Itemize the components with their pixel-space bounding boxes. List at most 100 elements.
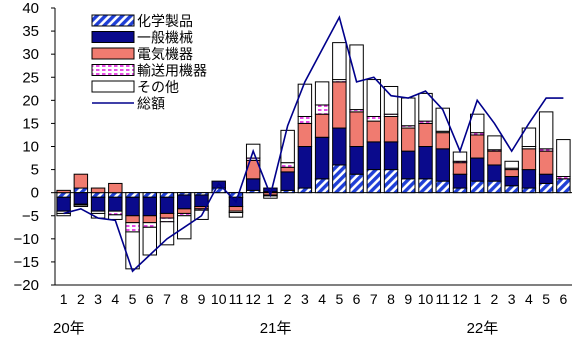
bar-segment xyxy=(418,92,433,122)
bar-segment xyxy=(538,173,554,184)
bar-segment xyxy=(314,113,330,138)
y-tick-label: −5 xyxy=(22,208,39,225)
total-line xyxy=(63,15,564,273)
bar-segment xyxy=(401,150,416,180)
legend-label: 輸送用機器 xyxy=(137,63,207,79)
bar-segment xyxy=(125,231,140,270)
bar-segment xyxy=(383,85,399,115)
bar-segment xyxy=(469,157,485,182)
bar-segment xyxy=(504,169,519,178)
bar-segment xyxy=(142,192,158,198)
bar-segment xyxy=(125,196,140,217)
bar-segment xyxy=(125,192,140,198)
bar-segment xyxy=(401,97,416,127)
x-tick-label: 11 xyxy=(435,291,450,307)
x-tick-label: 6 xyxy=(559,291,567,307)
bar-segment xyxy=(538,150,554,175)
x-tick-label: 10 xyxy=(211,291,227,307)
bar-segment xyxy=(159,221,175,246)
y-tick-label: 30 xyxy=(22,46,39,63)
bar-segment xyxy=(435,180,450,194)
bar-segment xyxy=(263,187,278,193)
bar-segment xyxy=(142,215,158,224)
bar-segment xyxy=(487,135,502,151)
x-tick-label: 6 xyxy=(146,291,154,307)
x-tick-label: 2 xyxy=(77,291,85,307)
bar-segment xyxy=(521,187,537,194)
bar-segment xyxy=(401,127,416,152)
bar-segment xyxy=(90,192,106,198)
x-tick-label: 3 xyxy=(94,291,102,307)
bar-segment xyxy=(297,146,313,189)
bar-segment xyxy=(108,210,123,216)
bar-segment xyxy=(73,173,89,189)
legend-label: その他 xyxy=(137,79,179,95)
bar-segment xyxy=(56,189,71,194)
bar-segment xyxy=(521,127,537,148)
y-tick-label: −10 xyxy=(14,231,39,248)
y-tick-label: 5 xyxy=(31,162,39,179)
x-tick-label: 1 xyxy=(267,291,275,307)
bar-segment xyxy=(280,166,295,173)
bar-segment xyxy=(280,162,295,168)
legend-swatch xyxy=(91,14,135,27)
bar-segment xyxy=(228,206,244,212)
bar-segment xyxy=(108,196,123,212)
x-tick-label: 10 xyxy=(418,291,434,307)
bar-segment xyxy=(73,187,89,194)
bar-segment xyxy=(383,169,399,194)
x-tick-label: 2 xyxy=(491,291,499,307)
bar-segment xyxy=(332,127,347,166)
x-tick-label: 9 xyxy=(198,291,206,307)
x-tick-label: 9 xyxy=(404,291,412,307)
legend-label: 総額 xyxy=(137,96,165,112)
bar-segment xyxy=(452,173,468,189)
bar-segment xyxy=(418,178,433,194)
year-label: 21年 xyxy=(260,320,292,337)
x-tick-label: 11 xyxy=(229,291,244,307)
bar-segment xyxy=(383,115,399,143)
legend-label: 一般機械 xyxy=(137,30,193,46)
bar-segment xyxy=(383,141,399,171)
y-tick-label: −20 xyxy=(14,277,39,294)
bar-segment xyxy=(90,187,106,194)
bar-segment xyxy=(73,204,89,208)
bar-segment xyxy=(452,162,468,175)
bar-segment xyxy=(297,122,313,147)
bar-segment xyxy=(504,185,519,194)
legend-label: 化学製品 xyxy=(137,13,193,29)
x-tick-label: 3 xyxy=(301,291,309,307)
x-tick-label: 12 xyxy=(245,291,261,307)
bar-segment xyxy=(159,192,175,198)
x-tick-label: 6 xyxy=(353,291,361,307)
year-label: 22年 xyxy=(467,320,499,337)
y-tick-label: 15 xyxy=(22,115,39,132)
x-tick-label: 4 xyxy=(318,291,326,307)
bar-segment xyxy=(56,196,71,212)
y-tick-label: 40 xyxy=(22,0,39,17)
bar-segment xyxy=(538,182,554,194)
bar-segment xyxy=(177,208,192,214)
y-tick-label: 35 xyxy=(22,23,39,40)
bar-segment xyxy=(177,194,192,210)
bar-segment xyxy=(228,212,244,218)
x-tick-label: 8 xyxy=(180,291,188,307)
x-tick-label: 7 xyxy=(370,291,378,307)
y-tick-label: 20 xyxy=(22,92,39,109)
bar-segment xyxy=(56,212,71,217)
x-tick-label: 5 xyxy=(129,291,137,307)
bar-segment xyxy=(556,178,571,194)
bar-segment xyxy=(504,176,519,187)
bar-segment xyxy=(487,180,502,194)
bar-segment xyxy=(73,192,89,205)
bar-segment xyxy=(469,134,485,159)
bar-segment xyxy=(280,171,295,191)
bar-segment xyxy=(159,217,175,223)
bar-segment xyxy=(297,83,313,117)
bar-segment xyxy=(349,44,364,111)
bar-segment xyxy=(452,187,468,194)
y-tick-label: 10 xyxy=(22,139,39,156)
year-label: 20年 xyxy=(53,320,85,337)
